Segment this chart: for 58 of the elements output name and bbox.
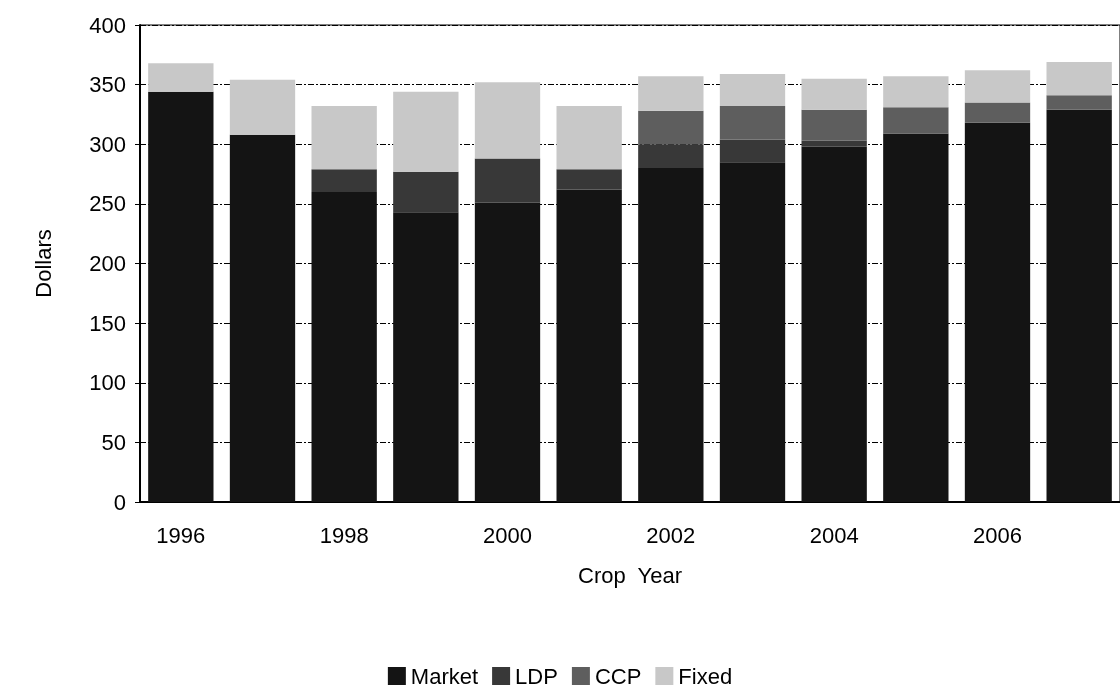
bar bbox=[311, 191, 377, 502]
bar bbox=[719, 106, 786, 140]
bar bbox=[148, 91, 214, 502]
bar bbox=[556, 169, 622, 190]
bar bbox=[638, 144, 704, 169]
bar bbox=[311, 106, 377, 170]
bar bbox=[883, 107, 949, 134]
legend-label: LDP bbox=[515, 663, 558, 689]
x-tick-label: 2000 bbox=[483, 522, 532, 548]
bar bbox=[229, 134, 296, 502]
y-tick-label: 250 bbox=[89, 191, 126, 217]
x-tick-label: 2004 bbox=[809, 522, 859, 548]
bar bbox=[719, 139, 786, 163]
bar bbox=[474, 158, 541, 203]
x-tick-label: 2006 bbox=[973, 522, 1022, 548]
y-tick-label: 50 bbox=[101, 429, 126, 455]
bar bbox=[393, 212, 459, 502]
y-tick-label: 300 bbox=[89, 131, 126, 157]
bar bbox=[964, 70, 1031, 103]
legend-label: Market bbox=[410, 663, 479, 689]
bar bbox=[719, 162, 786, 502]
bar bbox=[719, 73, 786, 107]
y-tick-label: 400 bbox=[89, 12, 126, 38]
bar bbox=[556, 189, 622, 502]
y-tick-label: 150 bbox=[89, 310, 126, 336]
bar bbox=[474, 202, 541, 502]
bar bbox=[1046, 95, 1112, 110]
y-tick-label: 200 bbox=[89, 251, 126, 276]
bar bbox=[801, 146, 867, 502]
bar bbox=[964, 102, 1031, 123]
y-tick-label: 0 bbox=[113, 489, 126, 515]
x-tick-label: 2002 bbox=[646, 522, 696, 548]
y-axis-title: Dollars bbox=[30, 229, 56, 298]
x-tick-label: 1996 bbox=[156, 522, 206, 548]
bar bbox=[1046, 109, 1112, 502]
bar bbox=[393, 91, 459, 172]
bar bbox=[638, 76, 704, 111]
bar bbox=[229, 79, 296, 135]
y-tick-label: 100 bbox=[89, 370, 126, 396]
x-axis-title: Crop Year bbox=[578, 562, 682, 588]
bar bbox=[1046, 61, 1112, 96]
bar bbox=[883, 76, 949, 108]
x-tick-label: 1998 bbox=[319, 522, 369, 548]
bar bbox=[801, 78, 867, 110]
bar bbox=[393, 171, 459, 213]
bar bbox=[638, 110, 704, 145]
bar bbox=[311, 169, 377, 192]
bar bbox=[638, 168, 704, 502]
bar bbox=[883, 133, 949, 502]
bar bbox=[801, 140, 867, 147]
bar bbox=[964, 122, 1031, 502]
legend-label: CCP bbox=[594, 663, 642, 689]
bar bbox=[474, 82, 541, 159]
legend-label: Fixed bbox=[678, 663, 733, 689]
bar bbox=[148, 63, 214, 92]
bar bbox=[556, 106, 622, 170]
y-tick-label: 350 bbox=[89, 72, 126, 98]
bar bbox=[801, 109, 867, 141]
